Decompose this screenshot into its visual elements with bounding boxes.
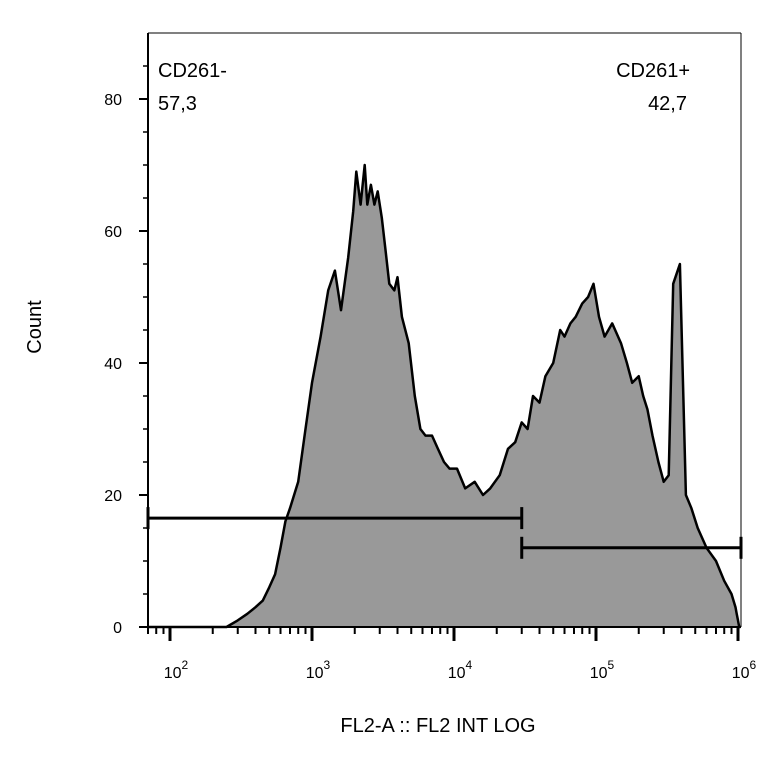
gate-cd261-neg-label: CD261- <box>158 60 227 82</box>
gate-cd261-neg-value: 57,3 <box>158 93 197 115</box>
gate-cd261-pos-label: CD261+ <box>616 60 690 82</box>
x-tick-label: 105 <box>590 658 615 682</box>
x-tick-label: 104 <box>448 658 473 682</box>
y-tick-label: 40 <box>104 356 122 373</box>
y-axis: 0 20 40 60 80 <box>104 33 149 637</box>
y-tick-label: 60 <box>104 224 122 241</box>
plot-area <box>148 32 742 629</box>
x-tick-label: 103 <box>306 658 331 682</box>
y-axis-title: Count <box>24 300 46 354</box>
y-tick-label: 20 <box>104 488 122 505</box>
x-axis-title: FL2-A :: FL2 INT LOG <box>340 715 535 737</box>
x-tick-label: 106 <box>732 658 757 682</box>
x-tick-label: 102 <box>164 658 189 682</box>
histogram-line <box>148 163 741 629</box>
histogram-fill <box>148 165 741 627</box>
gate-cd261-pos-value: 42,7 <box>648 93 687 115</box>
y-tick-label: 80 <box>104 92 122 109</box>
gates: CD261- 57,3 CD261+ 42,7 <box>146 60 743 559</box>
y-tick-label: 0 <box>113 620 122 637</box>
x-axis: 102 103 104 105 106 <box>147 626 757 682</box>
